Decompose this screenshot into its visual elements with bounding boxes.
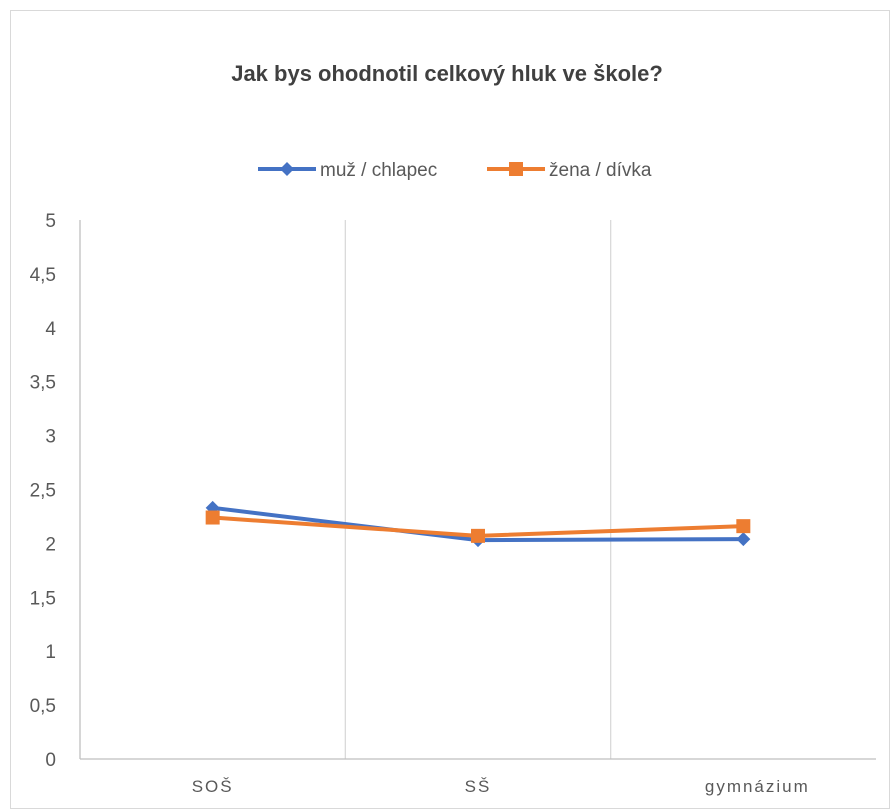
y-tick-label: 5 [45,211,56,232]
chart-title: Jak bys ohodnotil celkový hluk ve škole? [0,58,894,90]
plot-series [205,500,751,548]
chart-area [10,10,890,809]
y-tick-label: 1 [45,642,56,663]
legend-marker [509,162,523,176]
x-tick-label: gymnázium [705,777,810,796]
data-point [736,519,751,534]
legend-label: žena / dívka [549,160,652,181]
legend: muž / chlapec žena / dívka [258,160,652,181]
gridlines [344,220,612,759]
data-point [736,532,751,547]
y-tick-label: 4,5 [30,265,56,286]
legend-label: muž / chlapec [320,160,437,181]
legend-item: muž / chlapec [258,160,437,181]
data-point [471,528,485,543]
x-tick-label: SŠ [465,777,492,796]
y-tick-label: 2 [45,534,56,555]
chart-title-text: Jak bys ohodnotil celkový hluk ve škole? [231,61,663,86]
y-tick-label: 4 [45,319,56,340]
x-tick-label: SOŠ [192,777,234,796]
series-2 [205,510,751,543]
y-tick-label: 3,5 [30,373,56,394]
legend-marker [280,162,294,176]
y-tick-label: 1,5 [30,588,56,609]
y-tick-label: 2,5 [30,481,56,502]
y-axis: 0 0,5 1 1,5 2 2,5 3 3,5 4 4,5 5 [30,211,81,771]
y-tick-label: 0 [45,750,56,771]
y-tick-label: 0,5 [30,696,56,717]
x-axis: SOŠ SŠ gymnázium [80,758,876,796]
data-point [205,510,220,525]
legend-item: žena / dívka [487,160,652,181]
y-tick-label: 3 [45,427,56,448]
